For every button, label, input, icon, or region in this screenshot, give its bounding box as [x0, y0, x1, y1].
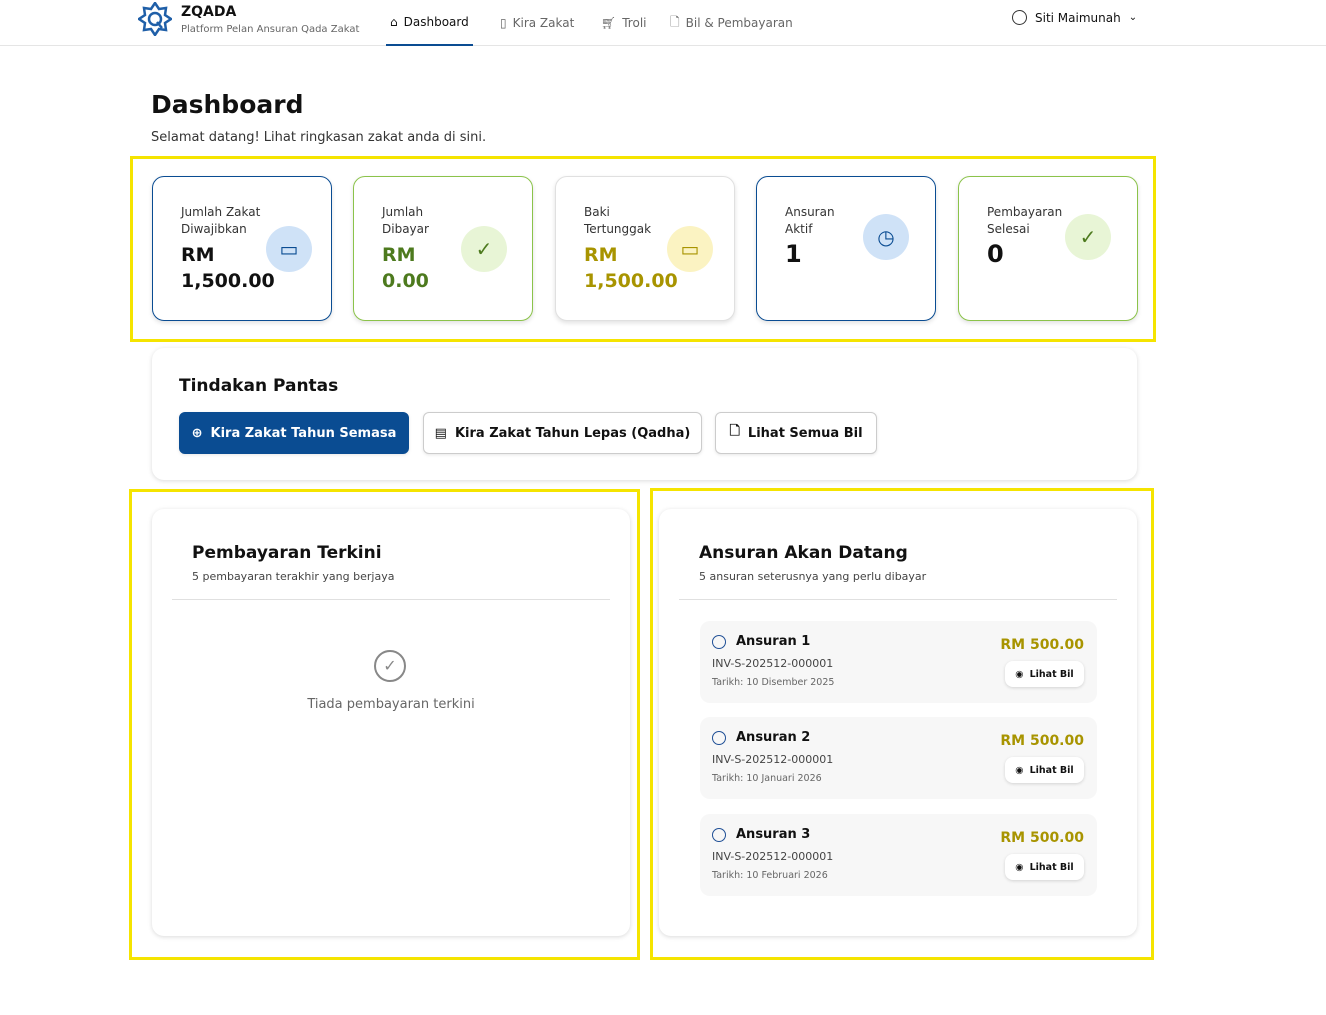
nav-kira-zakat[interactable]: ▯ Kira Zakat	[500, 0, 574, 46]
stat-value: RM 1,500.00	[584, 244, 678, 292]
empty-state-text: Tiada pembayaran terkini	[307, 697, 475, 712]
lihat-semua-bil-button[interactable]: 🗋 Lihat Semua Bil	[715, 412, 877, 454]
button-label: Lihat Bil	[1029, 764, 1074, 776]
user-menu[interactable]: Siti Maimunah ⌄	[1012, 10, 1137, 25]
kira-zakat-qadha-button[interactable]: ▤ Kira Zakat Tahun Lepas (Qadha)	[423, 412, 702, 454]
installment-name: Ansuran 1	[736, 634, 811, 649]
plus-circle-icon: ⊕	[191, 425, 203, 441]
calculator-icon: ▯	[500, 16, 507, 30]
lihat-bil-button[interactable]: ◉ Lihat Bil	[1005, 854, 1084, 880]
divider	[679, 599, 1117, 600]
installment-amount: RM 500.00	[1000, 830, 1084, 846]
invoice-number: INV-S-202512-000001	[712, 753, 834, 766]
chevron-down-icon: ⌄	[1128, 12, 1138, 23]
user-name: Siti Maimunah	[1035, 10, 1121, 25]
stat-value: 1	[785, 240, 802, 268]
clock-icon	[712, 828, 726, 842]
eye-icon: ◉	[1015, 668, 1024, 680]
money-icon: ▭	[266, 226, 312, 272]
nav-label: Dashboard	[403, 15, 469, 29]
clock-icon	[712, 731, 726, 745]
divider	[172, 599, 610, 600]
recent-subtitle: 5 pembayaran terakhir yang berjaya	[192, 570, 395, 583]
invoice-number: INV-S-202512-000001	[712, 657, 834, 670]
page-title: Dashboard	[151, 90, 304, 119]
check-circle-icon: ✓	[461, 226, 507, 272]
highlight-box	[129, 489, 640, 960]
stat-value: 0	[987, 240, 1004, 268]
stat-label: Baki Tertunggak	[584, 205, 652, 236]
installment-item: Ansuran 2 INV-S-202512-000001 Tarikh: 10…	[700, 717, 1097, 799]
due-date: Tarikh: 10 Februari 2026	[712, 870, 828, 881]
nav-label: Troli	[622, 16, 647, 30]
button-label: Lihat Bil	[1029, 668, 1074, 680]
page-subtitle: Selamat datang! Lihat ringkasan zakat an…	[151, 130, 487, 145]
stat-value: RM 1,500.00	[181, 244, 275, 292]
installment-amount: RM 500.00	[1000, 733, 1084, 749]
due-date: Tarikh: 10 Januari 2026	[712, 773, 822, 784]
eye-icon: ◉	[1015, 764, 1024, 776]
eye-icon: ◉	[1015, 861, 1024, 873]
stat-value: RM 0.00	[382, 244, 429, 292]
recent-title: Pembayaran Terkini	[192, 543, 382, 563]
stat-label: Jumlah Zakat Diwajibkan	[181, 205, 261, 236]
nav-dashboard[interactable]: ⌂ Dashboard	[386, 0, 473, 46]
upcoming-title: Ansuran Akan Datang	[699, 543, 908, 563]
check-circle-icon: ✓	[1065, 214, 1111, 260]
nav-label: Kira Zakat	[512, 16, 575, 30]
stat-card-completed: Pembayaran Selesai 0 ✓	[958, 176, 1138, 321]
button-label: Kira Zakat Tahun Lepas (Qadha)	[454, 425, 691, 441]
highlight-box	[130, 156, 1156, 342]
lihat-bil-button[interactable]: ◉ Lihat Bil	[1005, 757, 1084, 783]
brand-tagline: Platform Pelan Ansuran Qada Zakat	[181, 24, 360, 35]
user-icon	[1012, 10, 1027, 25]
quick-actions-title: Tindakan Pantas	[179, 376, 339, 396]
check-circle-icon: ✓	[374, 650, 406, 682]
installment-item: Ansuran 1 INV-S-202512-000001 Tarikh: 10…	[700, 621, 1097, 703]
clock-icon	[712, 635, 726, 649]
nav-label: Bil & Pembayaran	[685, 16, 793, 30]
installment-name: Ansuran 3	[736, 827, 811, 842]
invoice-number: INV-S-202512-000001	[712, 850, 834, 863]
installment-item: Ansuran 3 INV-S-202512-000001 Tarikh: 10…	[700, 814, 1097, 896]
stat-card-active: Ansuran Aktif 1 ◷	[756, 176, 936, 321]
zqada-logo-icon	[138, 2, 172, 36]
installment-amount: RM 500.00	[1000, 637, 1084, 653]
highlight-box	[650, 488, 1154, 960]
kira-zakat-semasa-button[interactable]: ⊕ Kira Zakat Tahun Semasa	[179, 412, 409, 454]
recent-payments-card: Pembayaran Terkini 5 pembayaran terakhir…	[152, 509, 630, 936]
button-label: Lihat Semua Bil	[747, 425, 863, 441]
calendar-icon: ▤	[434, 425, 447, 441]
brand-name[interactable]: ZQADA	[181, 4, 237, 20]
installment-name: Ansuran 2	[736, 730, 811, 745]
stat-label: Jumlah Dibayar	[382, 205, 429, 236]
top-nav: ZQADA Platform Pelan Ansuran Qada Zakat …	[0, 0, 1326, 46]
stat-label: Ansuran Aktif	[785, 205, 835, 236]
due-date: Tarikh: 10 Disember 2025	[712, 677, 835, 688]
clock-icon: ◷	[863, 214, 909, 260]
button-label: Lihat Bil	[1029, 861, 1074, 873]
stat-label: Pembayaran Selesai	[987, 205, 1063, 236]
stat-card-total: Jumlah Zakat Diwajibkan RM 1,500.00 ▭	[152, 176, 332, 321]
stat-card-outstanding: Baki Tertunggak RM 1,500.00 ▭	[555, 176, 735, 321]
nav-troli[interactable]: 🛒︎ Troli	[601, 0, 646, 46]
document-icon: 🗋	[670, 14, 680, 29]
button-label: Kira Zakat Tahun Semasa	[210, 425, 397, 441]
lihat-bil-button[interactable]: ◉ Lihat Bil	[1005, 661, 1084, 687]
document-icon: 🗋	[729, 424, 740, 439]
cart-icon: 🛒︎	[601, 16, 617, 30]
upcoming-subtitle: 5 ansuran seterusnya yang perlu dibayar	[699, 570, 927, 583]
home-icon: ⌂	[390, 15, 398, 29]
nav-bil[interactable]: 🗋 Bil & Pembayaran	[670, 0, 793, 46]
money-icon: ▭	[667, 226, 713, 272]
stat-card-paid: Jumlah Dibayar RM 0.00 ✓	[353, 176, 533, 321]
